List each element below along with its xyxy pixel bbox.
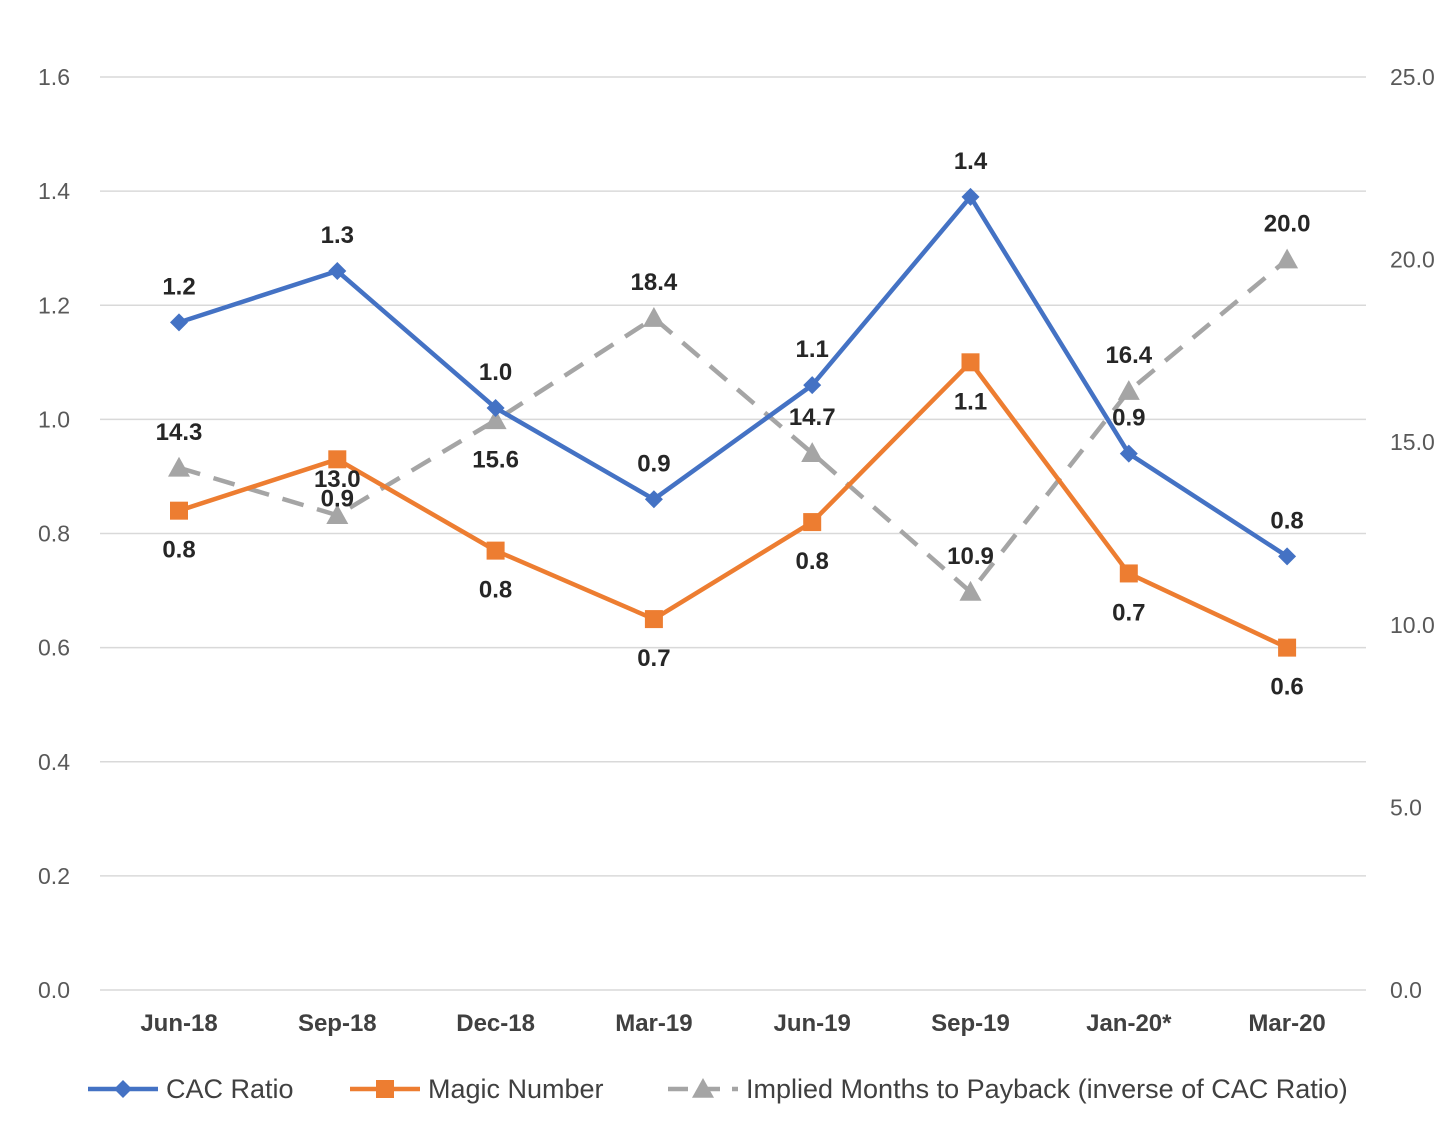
left-axis-ticks: 0.0 0.2 0.4 0.6 0.8 1.0 1.2 1.4 1.6 [38, 64, 70, 1003]
left-tick-label: 0.8 [38, 521, 70, 547]
data-labels: 1.2 1.3 1.0 0.9 1.1 1.4 0.9 0.8 0.8 0.9 0.8 0.7 0.8 1… [156, 148, 1311, 701]
legend-cac-ratio-marker [114, 1080, 132, 1098]
category-axis-labels: Jun-18 Sep-18 Dec-18 Mar-19 Jun-19 Sep-19 Jan-… [140, 1010, 1325, 1037]
left-tick-label: 1.2 [38, 292, 70, 318]
gridlines [100, 76, 1366, 991]
months-to-payback-point [801, 442, 824, 462]
months-to-payback-point [1276, 248, 1299, 269]
category-label: Mar-19 [615, 1010, 692, 1037]
right-tick-label: 20.0 [1390, 247, 1435, 273]
magic-number-point [803, 513, 822, 532]
cac-ratio-point [1278, 547, 1297, 566]
magic-number-point [961, 353, 980, 372]
right-tick-label: 0.0 [1390, 977, 1422, 1003]
magic-number-data-label: 0.9 [321, 485, 354, 512]
cac-ratio-point [170, 313, 188, 332]
magic-number-data-label: 0.7 [637, 645, 670, 672]
cac-ratio-point [328, 262, 347, 281]
category-label: Jun-18 [140, 1010, 217, 1037]
cac-ratio-data-label: 1.2 [162, 273, 195, 300]
months-to-payback-data-label: 15.6 [472, 446, 519, 473]
months-to-payback-point [326, 504, 349, 525]
cac-ratio-data-label: 0.9 [1112, 405, 1145, 432]
magic-number-line [176, 360, 1290, 650]
left-tick-label: 0.0 [38, 977, 70, 1003]
cac-ratio-data-label: 1.3 [321, 222, 354, 249]
months-to-payback-data-label: 13.0 [314, 466, 361, 493]
months-to-payback-data-label: 14.3 [156, 419, 203, 446]
category-label: Jun-19 [774, 1010, 851, 1037]
left-tick-label: 1.4 [38, 178, 70, 204]
magic-number-point [170, 501, 188, 520]
right-axis-ticks: 0.0 5.0 10.0 15.0 20.0 25.0 [1390, 64, 1435, 1003]
left-tick-label: 0.6 [38, 635, 70, 661]
magic-number-point [644, 610, 663, 629]
series-layer [168, 187, 1299, 657]
legend-months-to-payback-marker [692, 1078, 714, 1098]
legend-magic-number-label: Magic Number [428, 1074, 604, 1104]
magic-number-point [328, 450, 347, 469]
magic-number-data-label: 0.8 [479, 577, 512, 604]
magic-number-point [486, 541, 505, 560]
months-to-payback-data-label: 16.4 [1105, 342, 1152, 369]
magic-number-data-label: 0.8 [162, 537, 195, 564]
category-label: Sep-19 [931, 1010, 1010, 1037]
cac-ratio-point [803, 376, 822, 395]
right-tick-label: 5.0 [1390, 794, 1422, 820]
cac-ratio-data-label: 1.0 [479, 359, 512, 386]
cac-ratio-point [961, 187, 980, 206]
category-label: Mar-20 [1248, 1010, 1325, 1037]
left-tick-label: 0.2 [38, 863, 70, 889]
left-tick-label: 0.4 [38, 749, 70, 775]
magic-number-data-label: 0.7 [1112, 599, 1145, 626]
right-tick-label: 25.0 [1390, 64, 1435, 90]
months-to-payback-point [168, 456, 190, 477]
months-to-payback-data-label: 20.0 [1264, 211, 1311, 238]
cac-ratio-data-label: 1.1 [796, 336, 829, 363]
category-label: Sep-18 [298, 1010, 377, 1037]
magic-number-data-label: 1.1 [954, 388, 987, 415]
magic-number-point [1119, 564, 1138, 583]
cac-ratio-data-label: 1.4 [954, 148, 988, 175]
magic-number-point [1278, 638, 1297, 657]
months-to-payback-point [642, 307, 665, 327]
magic-number-data-label: 0.8 [796, 548, 829, 575]
months-to-payback-point [484, 409, 507, 430]
months-to-payback-point [959, 580, 982, 601]
legend-months-to-payback-label: Implied Months to Payback (inverse of CA… [746, 1074, 1348, 1104]
magic-number-data-label: 0.6 [1270, 674, 1303, 701]
legend-cac-ratio-label: CAC Ratio [166, 1074, 294, 1104]
months-to-payback-data-label: 18.4 [631, 269, 678, 296]
months-to-payback-data-label: 10.9 [947, 543, 994, 570]
left-tick-label: 1.0 [38, 406, 70, 432]
right-tick-label: 15.0 [1390, 429, 1435, 455]
cac-ratio-point [486, 398, 505, 417]
months-to-payback-point [1117, 380, 1140, 400]
legend-magic-number-marker [376, 1080, 394, 1098]
months-to-payback-line [178, 257, 1289, 595]
left-tick-label: 1.6 [38, 64, 70, 90]
cac-ratio-line [176, 194, 1290, 559]
months-to-payback-data-label: 14.7 [789, 404, 836, 431]
right-tick-label: 10.0 [1390, 612, 1435, 638]
cac-ratio-point [644, 490, 663, 509]
legend: CAC Ratio Magic Number Implied Months to P… [88, 1074, 1348, 1104]
category-label: Jan-20* [1086, 1010, 1172, 1037]
cac-ratio-data-label: 0.8 [1270, 507, 1303, 534]
category-label: Dec-18 [456, 1010, 535, 1037]
cac-ratio-point [1119, 444, 1138, 463]
cac-ratio-data-label: 0.9 [637, 450, 670, 477]
